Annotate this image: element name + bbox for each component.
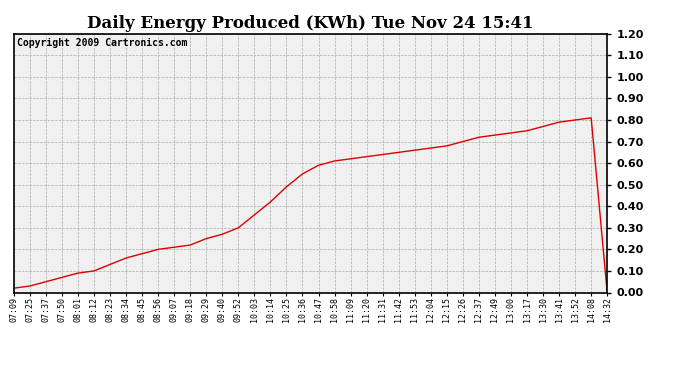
Title: Daily Energy Produced (KWh) Tue Nov 24 15:41: Daily Energy Produced (KWh) Tue Nov 24 1… bbox=[87, 15, 534, 32]
Text: Copyright 2009 Cartronics.com: Copyright 2009 Cartronics.com bbox=[17, 38, 187, 48]
